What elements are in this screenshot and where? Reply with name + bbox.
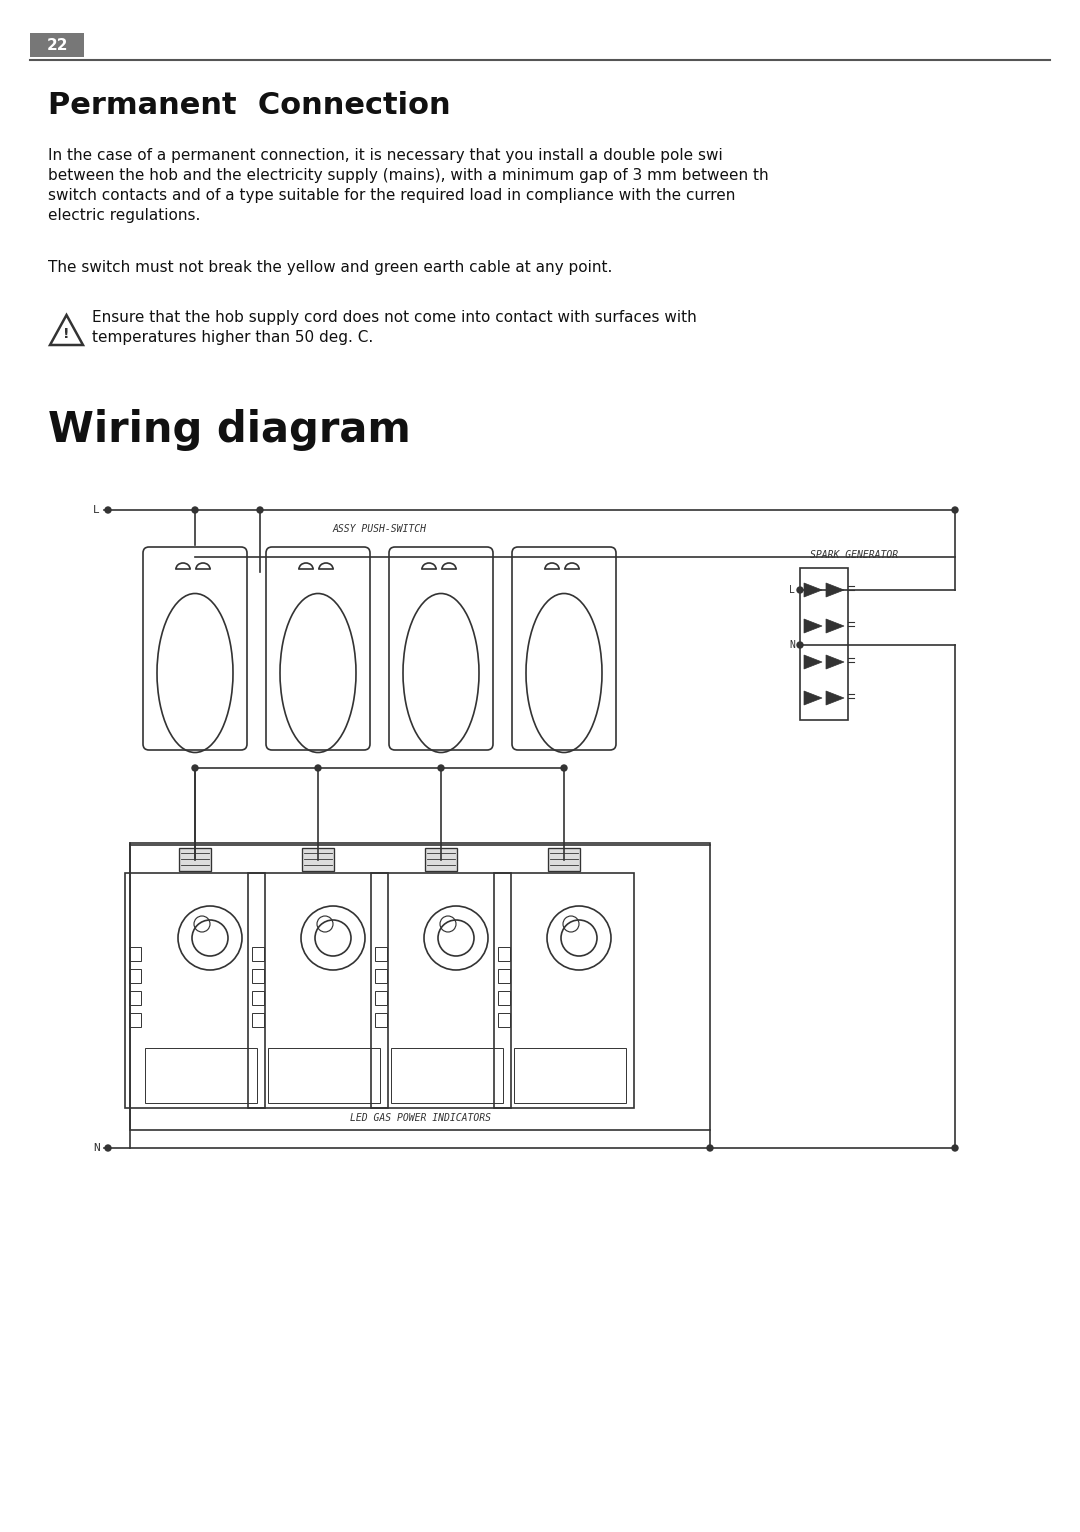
Polygon shape [826, 619, 843, 633]
FancyBboxPatch shape [30, 34, 84, 57]
Text: ASSY PUSH-SWITCH: ASSY PUSH-SWITCH [333, 524, 427, 535]
Circle shape [951, 1144, 958, 1151]
Circle shape [257, 507, 264, 513]
Text: temperatures higher than 50 deg. C.: temperatures higher than 50 deg. C. [92, 329, 374, 345]
Polygon shape [826, 691, 843, 705]
Circle shape [797, 642, 804, 648]
Text: L: L [93, 506, 100, 515]
Polygon shape [804, 656, 822, 669]
FancyBboxPatch shape [302, 849, 334, 872]
Polygon shape [804, 691, 822, 705]
FancyBboxPatch shape [548, 849, 580, 872]
Text: N: N [789, 640, 795, 650]
Circle shape [561, 764, 567, 771]
Text: between the hob and the electricity supply (mains), with a minimum gap of 3 mm b: between the hob and the electricity supp… [48, 169, 769, 182]
Circle shape [192, 507, 198, 513]
Text: switch contacts and of a type suitable for the required load in compliance with : switch contacts and of a type suitable f… [48, 188, 735, 204]
FancyBboxPatch shape [426, 849, 457, 872]
Text: The switch must not break the yellow and green earth cable at any point.: The switch must not break the yellow and… [48, 260, 612, 276]
Polygon shape [826, 656, 843, 669]
Text: 22: 22 [46, 37, 68, 52]
Text: electric regulations.: electric regulations. [48, 208, 201, 224]
Text: N: N [93, 1143, 100, 1154]
Text: LED GAS POWER INDICATORS: LED GAS POWER INDICATORS [350, 1114, 490, 1123]
Text: Permanent  Connection: Permanent Connection [48, 90, 450, 119]
Text: L: L [789, 585, 795, 594]
Text: Wiring diagram: Wiring diagram [48, 409, 410, 450]
Text: In the case of a permanent connection, it is necessary that you install a double: In the case of a permanent connection, i… [48, 149, 723, 162]
Circle shape [192, 764, 198, 771]
Circle shape [438, 764, 444, 771]
Polygon shape [826, 584, 843, 597]
Circle shape [105, 1144, 111, 1151]
Circle shape [105, 507, 111, 513]
Text: !: ! [64, 326, 70, 340]
Circle shape [797, 587, 804, 593]
FancyBboxPatch shape [179, 849, 211, 872]
Text: SPARK GENERATOR: SPARK GENERATOR [810, 550, 899, 561]
Circle shape [707, 1144, 713, 1151]
Polygon shape [804, 584, 822, 597]
Circle shape [951, 507, 958, 513]
Polygon shape [804, 619, 822, 633]
Text: Ensure that the hob supply cord does not come into contact with surfaces with: Ensure that the hob supply cord does not… [92, 309, 697, 325]
Circle shape [315, 764, 321, 771]
